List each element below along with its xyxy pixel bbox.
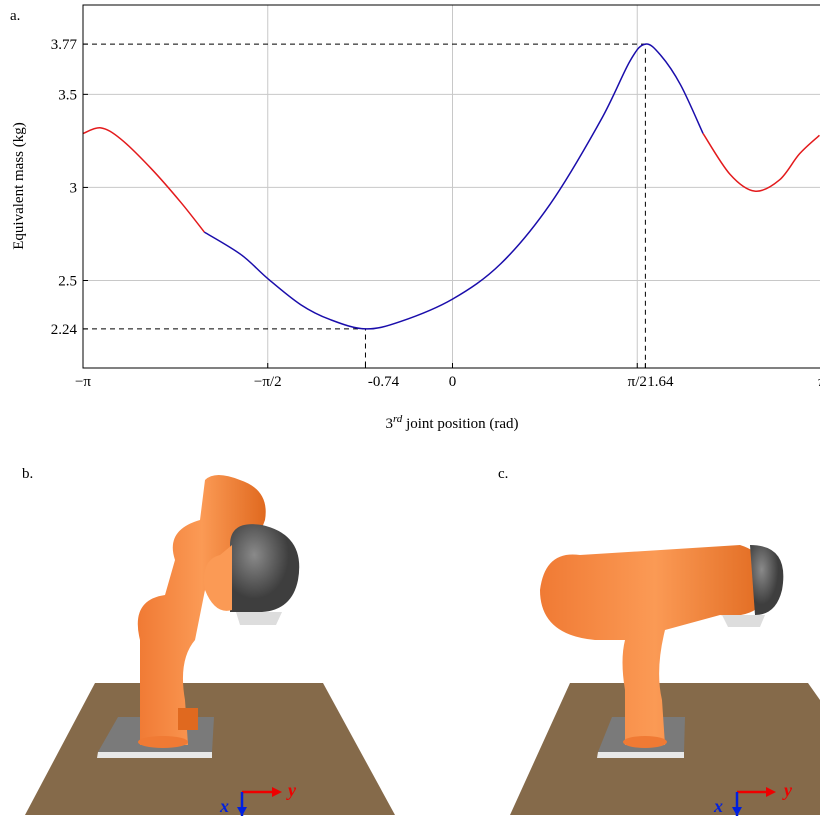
reference-line: [83, 328, 366, 368]
axis-letter: y: [286, 780, 297, 800]
x-axis-label: 3rd joint position (rad): [385, 413, 518, 432]
x-axis-label-part: joint position (rad): [402, 416, 518, 432]
line-series: [203, 43, 704, 330]
panel-label: c.: [498, 466, 508, 482]
axis-letter: x: [713, 796, 723, 816]
y-tick-label: 2.24: [51, 322, 78, 338]
panel-label: b.: [22, 466, 33, 482]
plot-frame: [82, 4, 820, 369]
line-series: [702, 133, 820, 192]
x-tick-label: π: [818, 374, 820, 390]
panel-label: a.: [10, 8, 20, 24]
y-tick-label: 3.77: [51, 37, 78, 53]
y-tick-label: 3.5: [58, 87, 77, 103]
x-tick-label: 1.64: [647, 374, 674, 390]
x-tick-label: −π/2: [254, 374, 282, 390]
x-tick-label: 0: [449, 374, 457, 390]
x-axis-label-part: 3: [385, 416, 393, 432]
axis-letter: y: [782, 780, 793, 800]
y-tick-label: 2.5: [58, 274, 77, 290]
robot-illustration: b. y x: [22, 466, 395, 816]
robot-illustration: c. y x: [498, 466, 820, 816]
reference-line: [83, 43, 646, 368]
plot: −π −π/2 -0.74 0 π/21.64 π 2.24 2.5 3 3.5 3.77 Equiv…: [11, 4, 820, 432]
x-tick-label: −π: [75, 374, 91, 390]
x-axis-label-part: rd: [393, 413, 403, 425]
y-axis-label: Equivalent mass (kg): [11, 122, 27, 249]
series-group: [83, 43, 820, 330]
axis-letter: x: [219, 796, 229, 816]
x-tick-label: -0.74: [368, 374, 400, 390]
x-tick-label: π/2: [628, 374, 647, 390]
y-tick-label: 3: [70, 180, 78, 196]
line-series: [83, 127, 205, 233]
